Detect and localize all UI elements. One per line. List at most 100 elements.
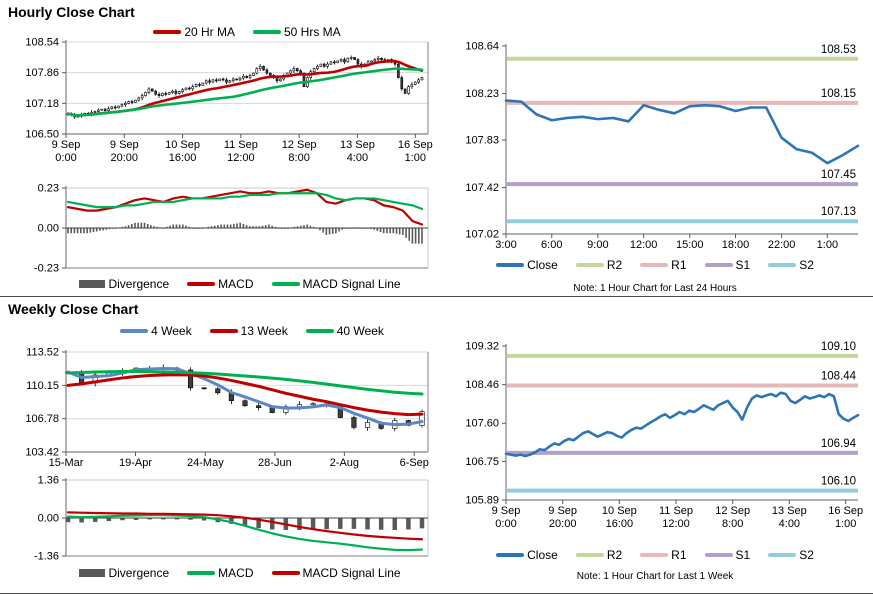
legend-label: R1	[671, 548, 687, 562]
svg-text:8:00: 8:00	[722, 518, 743, 530]
svg-text:106.10: 106.10	[821, 476, 856, 488]
legend-item-macd: MACD	[187, 566, 254, 580]
svg-text:0:00: 0:00	[495, 518, 516, 530]
legend-label: Divergence	[108, 277, 170, 291]
legend-swatch	[305, 329, 334, 333]
svg-text:108.46: 108.46	[465, 379, 499, 391]
legend-swatch	[187, 571, 216, 575]
legend-label: R2	[606, 548, 623, 562]
legend-item-s2: S2	[768, 548, 814, 562]
legend-item-r2: R2	[575, 548, 623, 562]
svg-text:106.94: 106.94	[821, 438, 857, 450]
legend-item-macd: MACD	[187, 277, 254, 291]
svg-text:20:00: 20:00	[111, 152, 139, 164]
legend-label: MACD Signal Line	[302, 566, 401, 580]
svg-text:-0.23: -0.23	[34, 263, 59, 275]
svg-text:1.36: 1.36	[38, 475, 59, 487]
legend-label: S2	[799, 548, 814, 562]
svg-text:4:00: 4:00	[347, 152, 368, 164]
svg-text:22:00: 22:00	[768, 239, 796, 251]
legend-label: 20 Hr MA	[184, 25, 235, 39]
legend-item-r2: R2	[575, 258, 622, 272]
svg-text:9 Sep: 9 Sep	[110, 139, 139, 151]
svg-text:107.42: 107.42	[465, 182, 499, 194]
legend-item-macd-signal-line: MACD Signal Line	[271, 566, 401, 580]
legend-item-13-week: 13 Week	[209, 324, 288, 338]
svg-text:108.23: 108.23	[465, 88, 499, 100]
svg-text:107.18: 107.18	[25, 98, 59, 110]
legend-item-4-week: 4 Week	[120, 324, 192, 338]
legend-swatch	[640, 263, 669, 267]
svg-text:9 Sep: 9 Sep	[492, 505, 521, 517]
section-divider	[0, 296, 873, 297]
svg-text:107.60: 107.60	[465, 418, 499, 430]
svg-text:110.15: 110.15	[26, 380, 59, 392]
hourly-macd-chart: 0.23 0.00 -0.23	[34, 183, 429, 275]
hourly-pivot-chart: 108.64 108.23 107.83 107.42 107.023:00 6:00 9:…	[465, 41, 860, 251]
svg-text:106.75: 106.75	[465, 456, 499, 468]
svg-text:1:00: 1:00	[817, 239, 838, 251]
legend-swatch	[768, 263, 797, 267]
svg-text:15-Mar: 15-Mar	[49, 457, 84, 469]
legend-item-divergence: Divergence	[79, 566, 169, 580]
legend-item-s1: S1	[704, 258, 751, 272]
legend-swatch	[120, 329, 149, 333]
legend-swatch	[704, 553, 733, 557]
svg-text:6-Sep: 6-Sep	[400, 457, 429, 469]
legend-item-r1: R1	[640, 548, 687, 562]
svg-text:109.10: 109.10	[821, 341, 856, 353]
legend-item-20-hr-ma: 20 Hr MA	[153, 25, 235, 39]
hourly-ma-legend: 20 Hr MA 50 Hrs MA	[82, 25, 412, 39]
legend-item-s2: S2	[768, 258, 814, 272]
svg-text:1:00: 1:00	[405, 152, 426, 164]
legend-label: Divergence	[108, 566, 170, 580]
legend-label: S1	[735, 258, 751, 272]
svg-text:16:00: 16:00	[169, 152, 197, 164]
legend-label: 50 Hrs MA	[284, 25, 341, 39]
legend-swatch	[79, 280, 106, 288]
svg-text:107.86: 107.86	[25, 67, 59, 79]
svg-text:9 Sep: 9 Sep	[52, 139, 81, 151]
svg-text:11 Sep: 11 Sep	[224, 139, 258, 151]
svg-text:-1.36: -1.36	[34, 551, 59, 563]
svg-text:2-Aug: 2-Aug	[330, 457, 359, 469]
svg-text:108.64: 108.64	[465, 41, 499, 53]
legend-label: R1	[671, 258, 687, 272]
legend-item-r1: R1	[640, 258, 687, 272]
legend-item-s1: S1	[704, 548, 750, 562]
svg-text:107.13: 107.13	[821, 206, 856, 218]
legend-swatch	[253, 30, 281, 34]
bottom-divider	[0, 593, 873, 594]
legend-label: S2	[799, 258, 814, 272]
legend-swatch	[704, 263, 733, 267]
svg-text:12:00: 12:00	[630, 239, 658, 251]
svg-text:113.52: 113.52	[26, 347, 59, 359]
svg-text:6:00: 6:00	[541, 239, 562, 251]
svg-text:10 Sep: 10 Sep	[602, 505, 637, 517]
weekly-macd-chart: 1.36 0.00 -1.36	[34, 475, 429, 563]
svg-text:3:00: 3:00	[495, 239, 516, 251]
hourly-macd-legend: Divergence MACD MACD Signal Line	[60, 277, 420, 291]
legend-swatch	[187, 282, 216, 286]
svg-text:19-Apr: 19-Apr	[119, 457, 152, 469]
svg-text:107.45: 107.45	[821, 169, 856, 181]
svg-text:9:00: 9:00	[587, 239, 608, 251]
legend-swatch	[209, 329, 238, 333]
legend-item-50-hrs-ma: 50 Hrs MA	[253, 25, 341, 39]
svg-text:1:00: 1:00	[835, 518, 856, 530]
svg-text:11 Sep: 11 Sep	[659, 505, 693, 517]
legend-label: MACD	[218, 277, 254, 291]
weekly-macd-legend: Divergence MACD MACD Signal Line	[60, 566, 420, 580]
svg-text:108.44: 108.44	[821, 371, 857, 383]
svg-text:8:00: 8:00	[288, 152, 309, 164]
svg-text:106.78: 106.78	[25, 413, 59, 425]
svg-text:16 Sep: 16 Sep	[398, 139, 433, 151]
svg-text:4:00: 4:00	[779, 518, 800, 530]
legend-swatch	[640, 553, 669, 557]
svg-text:108.15: 108.15	[821, 88, 856, 100]
svg-text:12 Sep: 12 Sep	[282, 139, 317, 151]
legend-label: Close	[527, 258, 558, 272]
